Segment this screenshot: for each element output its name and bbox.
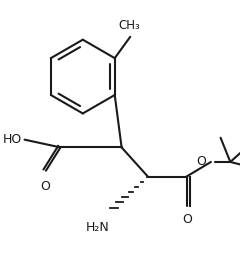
Text: O: O (196, 155, 206, 168)
Text: H₂N: H₂N (86, 221, 110, 234)
Text: CH₃: CH₃ (118, 19, 140, 32)
Text: O: O (183, 214, 192, 226)
Text: HO: HO (2, 133, 22, 146)
Text: O: O (40, 180, 50, 193)
